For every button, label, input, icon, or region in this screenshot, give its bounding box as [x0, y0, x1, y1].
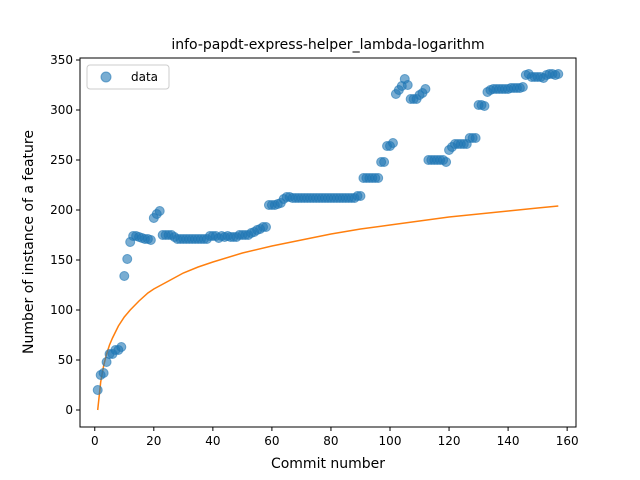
data-point [479, 101, 490, 111]
x-tick-label: 60 [264, 434, 279, 448]
x-tick-label: 160 [556, 434, 579, 448]
x-axis: 0 20 40 60 80 100 120 140 160 [91, 427, 579, 448]
x-axis-title: Commit number [271, 456, 385, 472]
fit-layer [96, 205, 559, 411]
y-tick-label: 300 [50, 103, 73, 117]
data-point [470, 133, 481, 143]
x-tick-label: 0 [91, 434, 99, 448]
data-point [145, 235, 156, 245]
legend-marker-data [100, 71, 112, 83]
data-point [441, 157, 452, 167]
legend-label-data: data [131, 70, 158, 84]
data-point [261, 222, 271, 232]
x-tick-label: 80 [323, 434, 338, 448]
data-point [402, 80, 413, 90]
plot-frame [79, 57, 577, 428]
y-tick-label: 200 [50, 203, 73, 217]
legend: data [86, 64, 170, 90]
chart-title: info-papdt-express-helper_lambda-logarit… [171, 37, 484, 53]
legend-box [86, 64, 170, 90]
data-point [154, 206, 165, 216]
data-point [420, 84, 431, 94]
x-tick-label: 140 [497, 434, 520, 448]
data-point [355, 191, 366, 201]
y-axis: 0 50 100 150 200 250 300 350 [50, 53, 80, 417]
points-layer [92, 69, 564, 395]
data-point [379, 157, 390, 167]
data-point [517, 82, 528, 92]
y-tick-label: 250 [50, 153, 73, 167]
plot-area [80, 58, 576, 427]
y-tick-label: 50 [58, 353, 73, 367]
data-point [119, 271, 130, 281]
data-point [387, 138, 398, 148]
y-axis-title: Number of instance of a feature [21, 130, 37, 354]
data-point [116, 342, 127, 352]
data-point [553, 69, 564, 79]
data-point [373, 173, 384, 183]
x-tick-label: 40 [205, 434, 220, 448]
data-point [92, 385, 103, 395]
fit-line [96, 205, 559, 411]
x-tick-label: 100 [379, 434, 402, 448]
data-point [122, 254, 133, 264]
y-tick-label: 350 [50, 53, 73, 67]
y-tick-label: 100 [50, 303, 73, 317]
y-tick-label: 150 [50, 253, 73, 267]
x-tick-label: 20 [146, 434, 161, 448]
y-tick-label: 0 [65, 403, 73, 417]
x-tick-label: 120 [438, 434, 461, 448]
data-point [98, 368, 109, 378]
